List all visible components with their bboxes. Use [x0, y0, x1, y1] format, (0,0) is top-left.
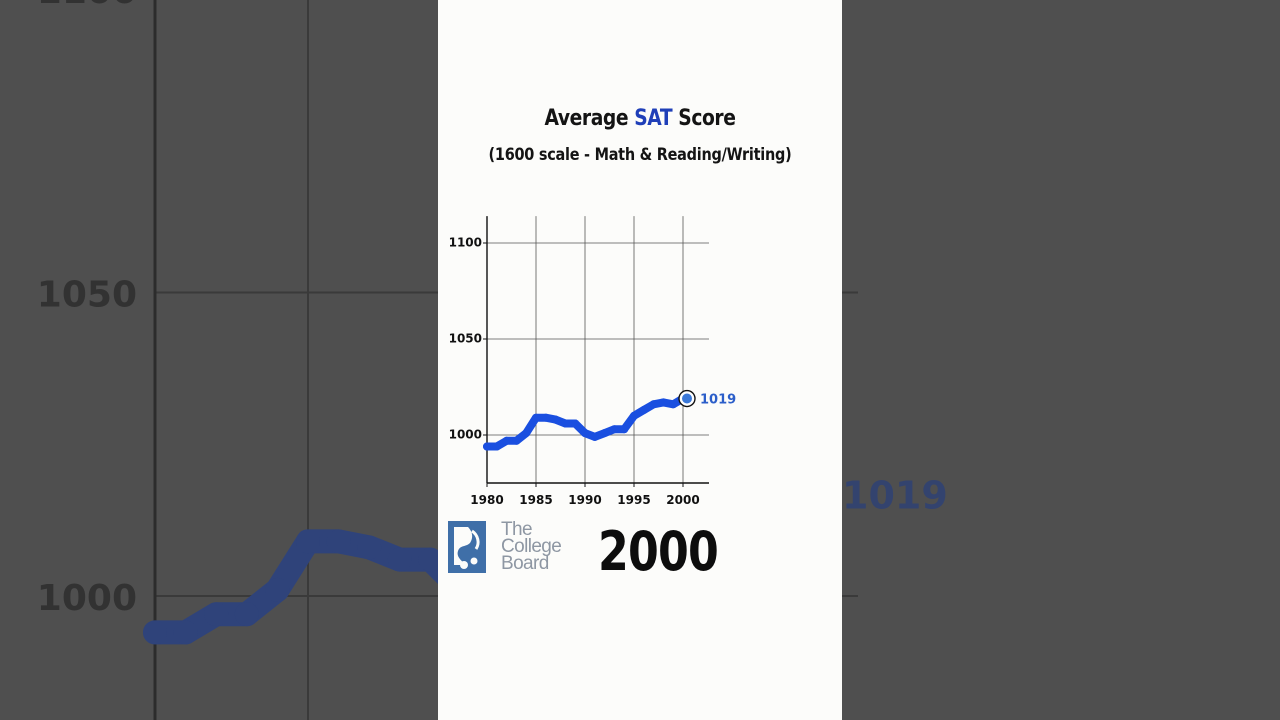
- chart-subtitle: (1600 scale - Math & Reading/Writing): [488, 145, 792, 165]
- data-point-1984: [265, 577, 290, 602]
- data-point-1990: [581, 429, 589, 438]
- college-board-logo: The College Board: [448, 519, 588, 577]
- x-tick-label-1985: 1985: [519, 493, 552, 507]
- data-point-1997: [649, 400, 658, 409]
- x-tick-label-2000: 2000: [666, 493, 699, 507]
- end-point-marker-fill: [682, 393, 692, 404]
- data-point-1980: [143, 620, 167, 645]
- y-tick-label-1100: 1100: [449, 236, 482, 250]
- chart-title: Average SAT Score: [544, 106, 736, 131]
- data-point-1983: [512, 436, 521, 445]
- data-point-1982: [204, 602, 229, 627]
- chart-panel: Average SAT Score (1600 scale - Math & R…: [438, 0, 842, 720]
- data-point-1987: [551, 415, 560, 424]
- y-tick-label-1050: 1050: [37, 275, 137, 316]
- y-tick-label-1050: 1050: [449, 332, 482, 346]
- data-point-1987: [357, 535, 382, 560]
- data-point-1996: [639, 406, 648, 415]
- data-point-1994: [620, 425, 629, 434]
- data-point-1986: [541, 413, 550, 422]
- data-point-1981: [173, 620, 198, 645]
- data-point-1991: [590, 432, 599, 441]
- end-value-label: 1019: [842, 474, 948, 518]
- data-point-1988: [561, 419, 570, 428]
- data-point-1984: [522, 429, 531, 438]
- end-value-label: 1019: [700, 393, 736, 408]
- data-point-1982: [502, 436, 511, 445]
- data-point-1992: [600, 429, 609, 438]
- data-point-1986: [326, 529, 351, 554]
- x-tick-label-1980: 1980: [470, 493, 503, 507]
- data-point-1983: [234, 602, 259, 627]
- data-point-1989: [571, 419, 580, 428]
- data-point-1985: [296, 529, 320, 554]
- sat-line-chart: 1980 1985 1990 1995 2000 1000 1050 1100 1019: [449, 216, 736, 507]
- data-point-1989: [418, 547, 443, 572]
- data-point-1998: [659, 398, 668, 407]
- data-point-1988: [387, 547, 412, 572]
- title-accent-sat: SAT: [634, 106, 673, 131]
- data-point-1985: [532, 413, 540, 422]
- data-point-1980: [483, 442, 491, 451]
- data-point-1981: [492, 442, 501, 451]
- current-year-label: 2000: [598, 520, 719, 583]
- college-board-emblem-icon: [448, 521, 486, 573]
- data-point-1995: [630, 411, 638, 420]
- data-point-1999: [669, 400, 678, 409]
- x-tick-label-1990: 1990: [568, 493, 601, 507]
- y-tick-label-1000: 1000: [37, 578, 137, 619]
- data-point-1993: [610, 425, 619, 434]
- y-tick-label-1100: 1100: [37, 0, 137, 12]
- y-tick-label-1000: 1000: [449, 428, 482, 442]
- x-tick-label-1995: 1995: [617, 493, 650, 507]
- college-board-wordmark: The College Board: [501, 519, 562, 574]
